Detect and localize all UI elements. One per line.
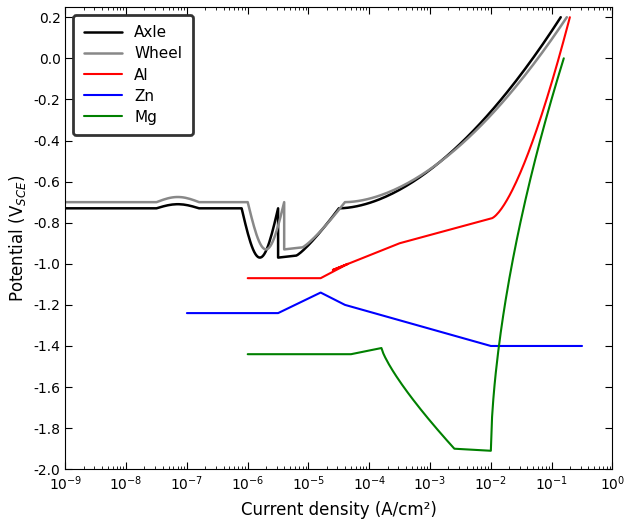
Zn xyxy=(318,290,325,296)
Zn xyxy=(183,310,191,316)
Mg xyxy=(337,351,344,357)
Wheel xyxy=(61,199,69,205)
Zn xyxy=(202,310,209,316)
Wheel xyxy=(281,246,288,252)
Wheel xyxy=(362,197,369,203)
Line: Zn: Zn xyxy=(187,292,582,346)
Mg xyxy=(244,351,252,357)
Mg xyxy=(286,351,294,357)
Wheel xyxy=(563,14,571,21)
Zn xyxy=(448,332,456,338)
Legend: Axle, Wheel, Al, Zn, Mg: Axle, Wheel, Al, Zn, Mg xyxy=(73,15,193,135)
Mg xyxy=(354,350,362,356)
Axle xyxy=(61,205,69,211)
Y-axis label: Potential (V$_{SCE}$): Potential (V$_{SCE}$) xyxy=(7,175,28,302)
Zn xyxy=(299,298,307,304)
Zn xyxy=(578,343,586,349)
Al xyxy=(337,265,344,271)
Al xyxy=(502,199,509,206)
Al xyxy=(244,275,252,281)
Axle xyxy=(358,202,365,208)
Mg xyxy=(560,55,568,62)
Wheel xyxy=(453,145,461,151)
Al xyxy=(336,264,343,270)
Zn xyxy=(223,310,231,316)
Zn xyxy=(487,343,495,349)
Mg xyxy=(408,394,415,401)
Zn xyxy=(317,289,324,296)
Line: Al: Al xyxy=(248,17,570,278)
Al xyxy=(409,237,416,243)
Wheel xyxy=(249,219,257,225)
Wheel xyxy=(97,199,104,205)
Line: Mg: Mg xyxy=(248,58,564,451)
Axle xyxy=(243,226,250,232)
Wheel xyxy=(337,205,344,211)
Axle xyxy=(331,211,338,217)
Axle xyxy=(355,203,363,209)
Mg xyxy=(487,448,495,454)
Axle xyxy=(274,255,282,261)
X-axis label: Current density (A/cm²): Current density (A/cm²) xyxy=(241,501,437,519)
Mg xyxy=(425,416,432,422)
Mg xyxy=(358,349,366,355)
Al xyxy=(258,275,266,281)
Line: Wheel: Wheel xyxy=(65,17,567,249)
Wheel xyxy=(363,196,371,203)
Axle xyxy=(97,205,104,211)
Zn xyxy=(276,309,284,316)
Axle xyxy=(557,14,564,21)
Line: Axle: Axle xyxy=(65,17,561,258)
Al xyxy=(518,166,525,173)
Axle xyxy=(447,149,455,156)
Al xyxy=(566,14,574,21)
